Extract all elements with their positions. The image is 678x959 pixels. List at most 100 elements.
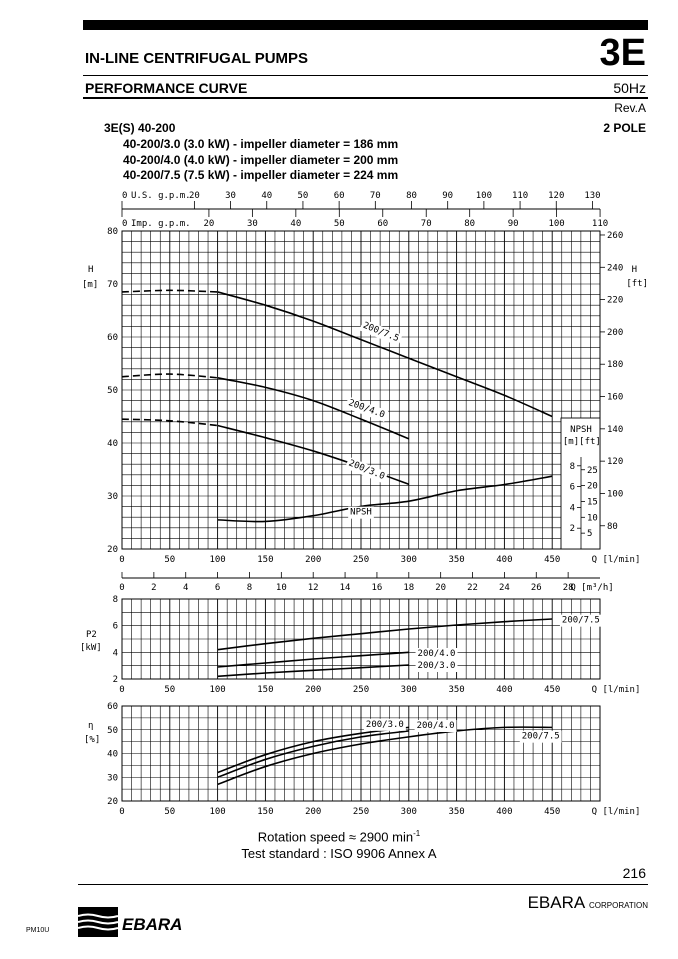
- y-tick-label: 4: [113, 648, 118, 658]
- pole-count: 2 POLE: [603, 121, 646, 135]
- y-tick-label: 2: [113, 675, 118, 685]
- m3h-tick-label: 8: [247, 583, 252, 593]
- divider: [83, 97, 648, 99]
- head-curve-dashed: [121, 418, 218, 427]
- y-tick-label: 80: [107, 227, 118, 237]
- efficiency-curve: [217, 726, 553, 786]
- efficiency-curve: [217, 730, 409, 778]
- us-gpm-tick-label: 40: [261, 191, 272, 201]
- y-tick-label: 50: [107, 386, 118, 396]
- y2-tick-label: 140: [607, 425, 623, 435]
- curve-label-bg: [415, 660, 458, 672]
- imp-gpm-tick-label: 80: [464, 219, 475, 229]
- us-gpm-tick-label: 20: [189, 191, 200, 201]
- x-tick-label: 150: [257, 685, 273, 695]
- revision: Rev.A: [614, 101, 646, 115]
- power-curve: [217, 651, 409, 668]
- m3h-tick-label: 14: [340, 583, 351, 593]
- x-tick-label: 100: [209, 555, 225, 565]
- npsh-ft-tick-label: 5: [587, 529, 592, 539]
- y-tick-label: 20: [107, 545, 118, 555]
- y-axis-label: H: [88, 265, 93, 275]
- imp-gpm-tick-label: 50: [334, 219, 345, 229]
- y-tick-label: 30: [107, 492, 118, 502]
- imp-gpm-tick-label: 60: [377, 219, 388, 229]
- rotation-speed-text: Rotation speed ≈ 2900 min: [257, 829, 414, 845]
- imp-gpm-tick-label: 100: [548, 219, 564, 229]
- us-gpm-tick-label: 50: [298, 191, 309, 201]
- x-tick-label: 300: [401, 685, 417, 695]
- y-tick-label: 8: [113, 595, 118, 605]
- y-tick-label: 50: [107, 726, 118, 736]
- m3h-tick-label: 26: [531, 583, 542, 593]
- x-tick-label: 100: [209, 807, 225, 817]
- variant-line: 40-200/4.0 (4.0 kW) - impeller diameter …: [123, 153, 399, 167]
- x-tick-label: 200: [305, 555, 321, 565]
- x-tick-label: 450: [544, 807, 560, 817]
- page-number: 216: [622, 865, 646, 881]
- curve-label-bg: [348, 506, 374, 519]
- power-curve: [217, 664, 409, 678]
- m3h-tick-label: 20: [435, 583, 446, 593]
- x-tick-label: 200: [305, 807, 321, 817]
- footer-divider: [78, 884, 648, 885]
- curve-label: 200/7.5: [562, 616, 600, 626]
- x-tick-label: 50: [164, 555, 175, 565]
- curve-label: 200/3.0: [418, 661, 456, 671]
- x-tick-label: 150: [257, 807, 273, 817]
- npsh-ft-tick-label: 20: [587, 482, 598, 492]
- npsh-axis-title: NPSH: [570, 425, 592, 435]
- x-tick-label: 300: [401, 555, 417, 565]
- divider: [83, 75, 648, 76]
- x-tick-label: 250: [353, 555, 369, 565]
- y-axis-label: P2: [86, 630, 97, 640]
- x-tick-label: 350: [448, 685, 464, 695]
- y2-tick-label: 200: [607, 328, 623, 338]
- us-gpm-label: U.S. g.p.m.: [131, 191, 191, 201]
- x-tick-label: 0: [119, 685, 124, 695]
- y-tick-label: 6: [113, 622, 118, 632]
- curve-label: 200/4.0: [417, 721, 455, 731]
- y-axis-unit: [kW]: [80, 643, 102, 653]
- m3h-tick-label: 6: [215, 583, 220, 593]
- npsh-m-tick-label: 8: [570, 462, 575, 472]
- y-tick-label: 70: [107, 280, 118, 290]
- curve-label-bg: [559, 614, 602, 627]
- curve-label-bg: [344, 396, 389, 423]
- brand-suffix: CORPORATION: [589, 901, 648, 910]
- x-tick-label: 400: [496, 807, 512, 817]
- x-tick-label: 350: [448, 807, 464, 817]
- curve-label: 200/4.0: [418, 649, 456, 659]
- us-gpm-tick-label: 120: [548, 191, 564, 201]
- y2-tick-label: 220: [607, 296, 623, 306]
- head-curve: [217, 291, 553, 418]
- npsh-scale-box: [560, 417, 601, 550]
- ebara-logo: EBARA: [77, 907, 188, 944]
- x-axis-label: Q [l/min]: [592, 685, 641, 695]
- x-tick-label: 400: [496, 685, 512, 695]
- x-axis-label: Q [l/min]: [592, 555, 641, 565]
- m3h-tick-label: 0: [119, 583, 124, 593]
- curve-label-bg: [519, 730, 562, 743]
- m3h-tick-label: 10: [276, 583, 287, 593]
- m3h-tick-label: 16: [372, 583, 383, 593]
- y-tick-label: 20: [107, 797, 118, 807]
- curve-label-bg: [415, 648, 458, 660]
- us-gpm-tick-label: 100: [476, 191, 492, 201]
- imp-gpm-tick-label: 20: [203, 219, 214, 229]
- rotation-speed: Rotation speed ≈ 2900 min-1: [0, 829, 678, 844]
- npsh-unit-ft: [ft]: [579, 437, 601, 447]
- curve-label-bg: [414, 720, 457, 732]
- y2-tick-label: 80: [607, 522, 618, 532]
- us-gpm-tick-label: 130: [584, 191, 600, 201]
- m3h-tick-label: 28: [563, 583, 574, 593]
- imp-gpm-label: Imp. g.p.m.: [131, 219, 191, 229]
- npsh-m-tick-label: 2: [570, 524, 575, 534]
- imp-gpm-tick-label: 110: [592, 219, 608, 229]
- y-tick-label: 30: [107, 773, 118, 783]
- x-tick-label: 200: [305, 685, 321, 695]
- series-code: 3E: [599, 32, 646, 74]
- us-gpm-tick-label: 110: [512, 191, 528, 201]
